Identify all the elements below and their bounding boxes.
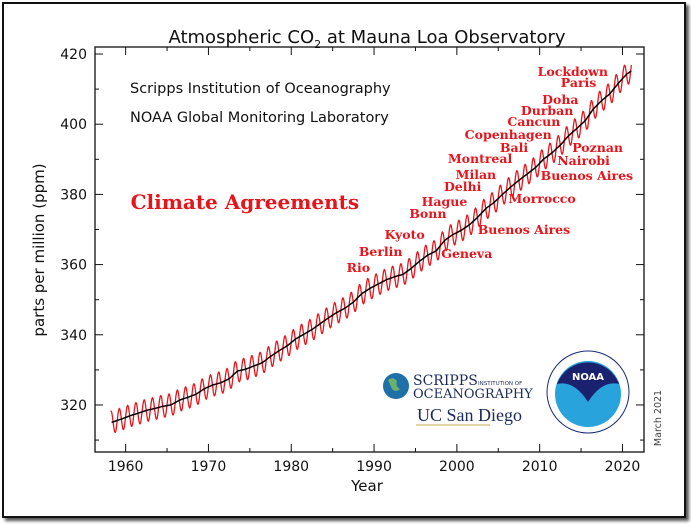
agreement-label: Montreal [448,151,513,166]
agreement-label: Paris [561,75,597,90]
agreement-label: Lockdown [538,64,608,79]
agreement-label: Bonn [409,206,446,221]
y-tick-label: 340 [60,328,87,344]
y-tick-label: 420 [60,47,87,63]
agreement-label: Poznan [572,140,623,155]
svg-text:INSTITUTION OF: INSTITUTION OF [478,381,522,387]
agreement-label: Copenhagen [465,127,552,142]
agreement-label: Doha [542,92,578,107]
agreement-label: Geneva [441,246,492,261]
climate-agreements-heading: Climate Agreements [131,190,360,214]
date-note: March 2021 [653,390,664,446]
chart-title: Atmospheric CO2 at Mauna Loa Observatory [168,27,565,51]
agreement-label: Morrocco [509,191,576,206]
y-tick-label: 320 [60,398,87,414]
x-tick-label: 2010 [522,459,558,475]
agreement-label: Buenos Aires [541,168,633,183]
x-tick-label: 1990 [356,459,392,475]
y-tick-label: 360 [60,258,87,274]
x-tick-label: 1960 [108,459,144,475]
agreement-label: Buenos Aires [478,222,570,237]
agreement-label: Bali [500,140,528,155]
agreement-label: Durban [521,103,573,118]
credit-scripps: Scripps Institution of Oceanography [130,81,391,97]
agreement-label: Kyoto [385,227,425,242]
y-axis-label: parts per million (ppm) [30,163,48,336]
svg-text:OCEANOGRAPHY: OCEANOGRAPHY [413,387,533,402]
y-tick-label: 400 [60,117,87,133]
x-tick-label: 1980 [273,459,309,475]
x-tick-label: 2000 [439,459,475,475]
agreement-label: Rio [347,260,370,275]
agreement-label: Cancun [507,114,560,129]
agreement-label: Milan [456,167,497,182]
trend-co2-line [111,70,632,424]
x-tick-label: 1970 [191,459,227,475]
svg-text:SCRIPPS: SCRIPPS [413,373,478,389]
x-axis-label: Year [350,477,384,495]
agreement-label: Nairobi [557,153,610,168]
monthly-co2-line [110,64,633,434]
credit-noaa: NOAA Global Monitoring Laboratory [130,110,389,126]
plot-area [94,46,645,453]
agreement-label: Berlin [359,244,403,259]
agreement-label: Delhi [444,179,482,194]
scripps-logo: SCRIPPS INSTITUTION OF OCEANOGRAPHY UC S… [383,373,533,426]
y-tick-label: 380 [60,187,87,203]
x-tick-label: 2020 [605,459,641,475]
agreement-label: Hague [422,194,468,209]
noaa-logo: NOAA [546,350,630,434]
svg-text:UC San Diego: UC San Diego [417,405,522,425]
svg-text:NOAA: NOAA [572,372,604,383]
